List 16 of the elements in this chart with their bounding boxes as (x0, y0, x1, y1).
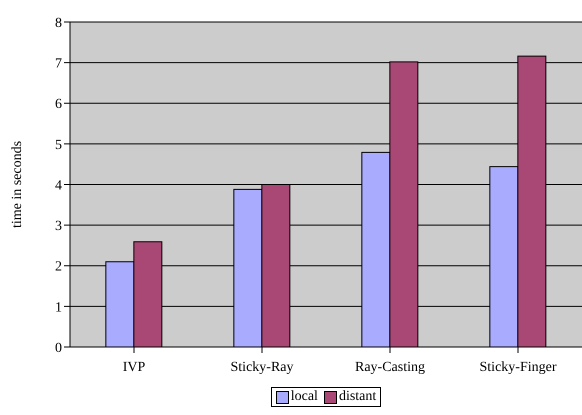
x-tick-label: Ray-Casting (355, 360, 425, 375)
y-tick-label: 2 (55, 260, 62, 275)
x-tick-label: Sticky-Ray (230, 360, 294, 375)
y-tick-label: 0 (55, 340, 62, 356)
y-tick-label: 1 (55, 300, 62, 316)
y-tick-label: 4 (55, 178, 62, 194)
y-tick-label: 7 (55, 56, 62, 72)
legend-label: distant (338, 389, 376, 405)
x-tick-label: IVP (122, 360, 146, 375)
y-tick-label: 5 (55, 138, 62, 153)
y-axis-title: time in seconds (10, 140, 25, 228)
x-tick-label: Sticky-Finger (480, 360, 557, 375)
legend-label: local (290, 389, 318, 405)
y-tick-label: 3 (55, 219, 62, 234)
y-tick-label: 8 (55, 16, 62, 31)
y-tick-label: 6 (55, 97, 62, 112)
